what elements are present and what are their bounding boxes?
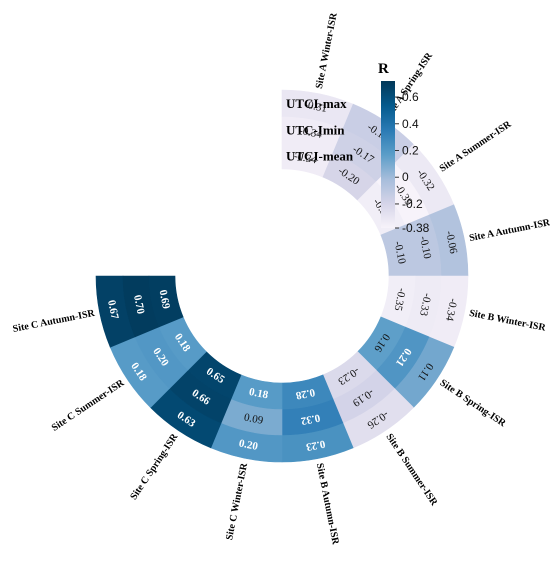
cell-value-label: -0.10 [417, 235, 433, 260]
cell-value-label: -0.10 [392, 240, 408, 265]
cell-value-label: -0.06 [443, 230, 459, 255]
cell-value-label: -0.34 [298, 125, 323, 141]
category-label: Site A Autumn-ISR [468, 217, 550, 244]
category-label: Site B Summer-ISR [384, 432, 440, 509]
cell-value-label: 0.67 [105, 299, 121, 321]
series-label: UTCI-max [286, 96, 347, 111]
cell-value-label: -0.34 [293, 150, 318, 166]
cell-value-label: 0.69 [157, 289, 173, 311]
category-label: Site C Autumn-ISR [12, 308, 97, 335]
cell-value-label: -0.34 [443, 297, 459, 322]
series-label: UTCI-mean [286, 149, 354, 164]
category-label: Site B Spring-ISR [438, 378, 509, 430]
cell-value-label: 0.23 [305, 437, 327, 453]
cell-value-label: -0.31 [303, 99, 328, 115]
cell-value-label: 0.09 [243, 411, 265, 427]
cell-value-label: 0.28 [294, 386, 316, 402]
colorbar-tick-label: 0 [402, 170, 409, 184]
colorbar-tick-label: 0.2 [402, 143, 419, 157]
cell-value-label: -0.33 [417, 292, 433, 317]
series-label: UTC-Imin [286, 123, 345, 138]
colorbar-title: R [378, 61, 389, 77]
cell-value-label: 0.70 [131, 294, 147, 316]
colorbar: R 0.6 0.4 0.2 0 -0.2 -0.38 [378, 61, 430, 235]
cell-value-label: -0.35 [391, 287, 407, 312]
colorbar-tick-label: -0.38 [402, 221, 430, 235]
colorbar-tick-label: -0.2 [402, 197, 423, 211]
category-label: Site C Spring-ISR [128, 431, 180, 502]
cell-value-label: 0.18 [248, 386, 270, 402]
category-label: Site B Autumn-ISR [314, 462, 341, 546]
colorbar-gradient [381, 81, 395, 228]
category-label: Site A Winter-ISR [314, 11, 340, 89]
colorbar-tick-label: 0.4 [402, 117, 419, 131]
colorbar-ticks: 0.6 0.4 0.2 0 -0.2 -0.38 [395, 90, 430, 235]
cell-value-label: 0.20 [238, 437, 260, 453]
colorbar-tick-label: 0.6 [402, 90, 419, 104]
category-label: Site A Summer-ISR [438, 118, 514, 174]
category-label: Site B Winter-ISR [468, 308, 547, 334]
series-labels: UTCI-max UTC-Imin UTCI-mean [286, 96, 354, 164]
category-label: Site C Summer-ISR [50, 377, 127, 434]
heatmap-cell [148, 275, 184, 328]
cell-value-label: 0.32 [299, 411, 321, 427]
category-label: Site C Winter-ISR [224, 462, 250, 542]
